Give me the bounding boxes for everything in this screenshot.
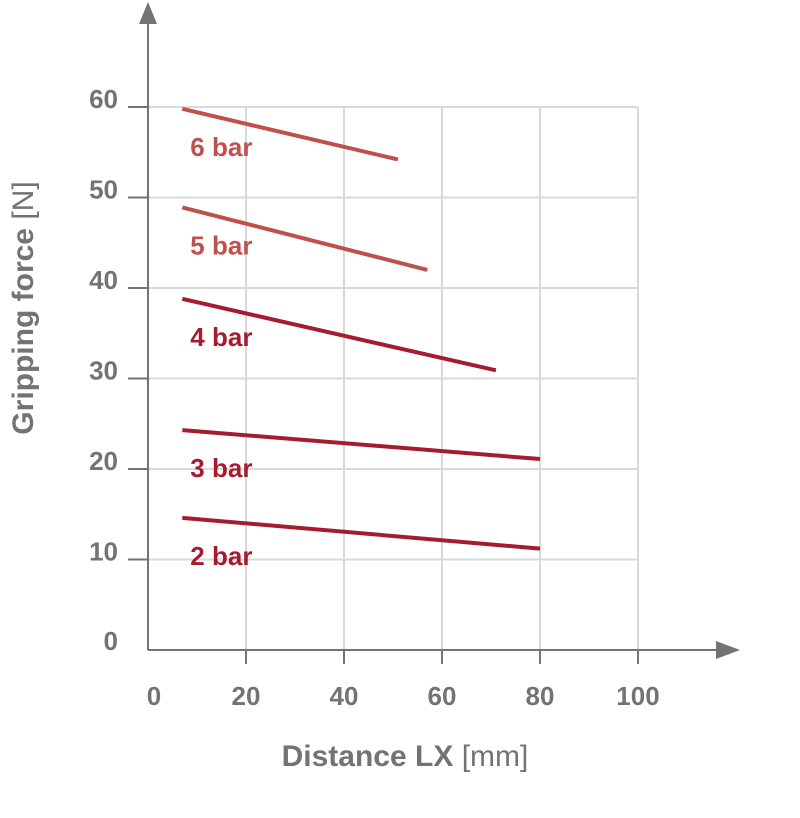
y-tick-label: 60 xyxy=(89,84,118,114)
series-labels: 6 bar 5 bar 4 bar 3 bar 2 bar xyxy=(190,132,252,571)
tick-labels: 0 10 20 30 40 50 60 0 20 40 60 80 100 xyxy=(89,84,660,711)
y-axis-arrow-icon xyxy=(139,2,157,24)
x-axis-title: Distance LX [mm] xyxy=(282,740,529,773)
series-line xyxy=(181,106,399,162)
series-line xyxy=(181,205,428,272)
axes xyxy=(128,2,740,664)
grid xyxy=(148,106,639,650)
x-tick-label: 0 xyxy=(147,681,161,711)
series-label: 3 bar xyxy=(190,453,252,483)
y-tick-label: 40 xyxy=(89,265,118,295)
series-line xyxy=(181,296,497,373)
x-tick-label: 100 xyxy=(616,681,659,711)
series-label: 4 bar xyxy=(190,322,252,352)
y-axis-title: Gripping force [N] xyxy=(7,181,40,434)
y-tick-label: 50 xyxy=(89,175,118,205)
y-tick-label: 30 xyxy=(89,356,118,386)
x-tick-label: 40 xyxy=(330,681,359,711)
x-tick-label: 60 xyxy=(428,681,457,711)
series-line xyxy=(182,515,541,551)
series-label: 6 bar xyxy=(190,132,252,162)
x-tick-label: 80 xyxy=(526,681,555,711)
series-label: 2 bar xyxy=(190,541,252,571)
y-tick-label: 0 xyxy=(104,626,118,656)
series-label: 5 bar xyxy=(190,230,252,260)
x-tick-label: 20 xyxy=(232,681,261,711)
y-tick-label: 20 xyxy=(89,446,118,476)
x-axis-arrow-icon xyxy=(716,641,740,659)
series-line xyxy=(182,428,541,462)
y-tick-label: 10 xyxy=(89,537,118,567)
series-lines xyxy=(181,106,541,551)
